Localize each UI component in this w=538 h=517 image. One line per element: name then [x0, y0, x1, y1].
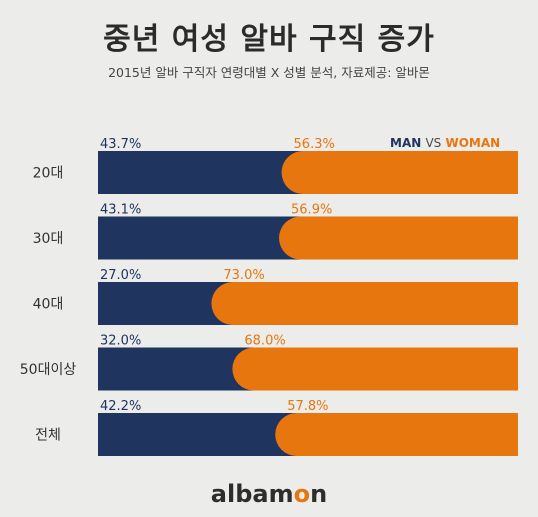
bar-man	[98, 413, 297, 456]
bar-woman	[279, 216, 518, 260]
logo-text-end: n	[310, 480, 328, 508]
category-label: 전체	[35, 428, 61, 444]
value-label-woman: 56.9%	[291, 203, 332, 218]
legend-woman: WOMAN	[445, 136, 501, 150]
category-label: 30대	[33, 231, 64, 247]
chart-subtitle: 2015년 알바 구직자 연령대별 X 성별 분석, 자료제공: 알바몬	[108, 65, 430, 80]
value-label-man: 32.0%	[100, 334, 141, 349]
value-label-man: 43.1%	[100, 203, 141, 218]
category-label: 40대	[33, 297, 64, 313]
value-label-woman: 56.3%	[294, 137, 335, 152]
value-label-woman: 73.0%	[223, 268, 264, 283]
category-label: 20대	[33, 166, 64, 182]
bar-man	[98, 151, 304, 194]
bar-man	[98, 282, 233, 325]
legend-man: MAN	[390, 136, 422, 150]
value-label-man: 42.2%	[100, 399, 141, 414]
value-label-man: 43.7%	[100, 137, 141, 152]
bar-woman	[281, 151, 518, 194]
category-label: 50대이상	[20, 362, 77, 378]
value-label-woman: 68.0%	[244, 334, 285, 349]
bar-man	[98, 347, 254, 391]
bar-woman	[275, 413, 518, 456]
logo-text-start: albam	[210, 480, 294, 508]
chart-title: 중년 여성 알바 구직 증가	[103, 22, 435, 57]
bar-woman	[211, 282, 518, 325]
stacked-bar-chart: 20대 43.7% 56.3% 30대 43.1% 56.9% 40대 27.0% 73.0% 5…	[20, 137, 518, 456]
albamon-logo: albamon	[0, 480, 538, 508]
logo-text-o: o	[293, 480, 311, 508]
legend-vs: VS	[425, 136, 442, 150]
value-label-man: 27.0%	[100, 268, 141, 283]
bar-woman	[232, 347, 518, 391]
value-label-woman: 57.8%	[287, 399, 328, 414]
legend: MAN VS WOMAN	[390, 136, 530, 150]
bar-man	[98, 216, 301, 260]
